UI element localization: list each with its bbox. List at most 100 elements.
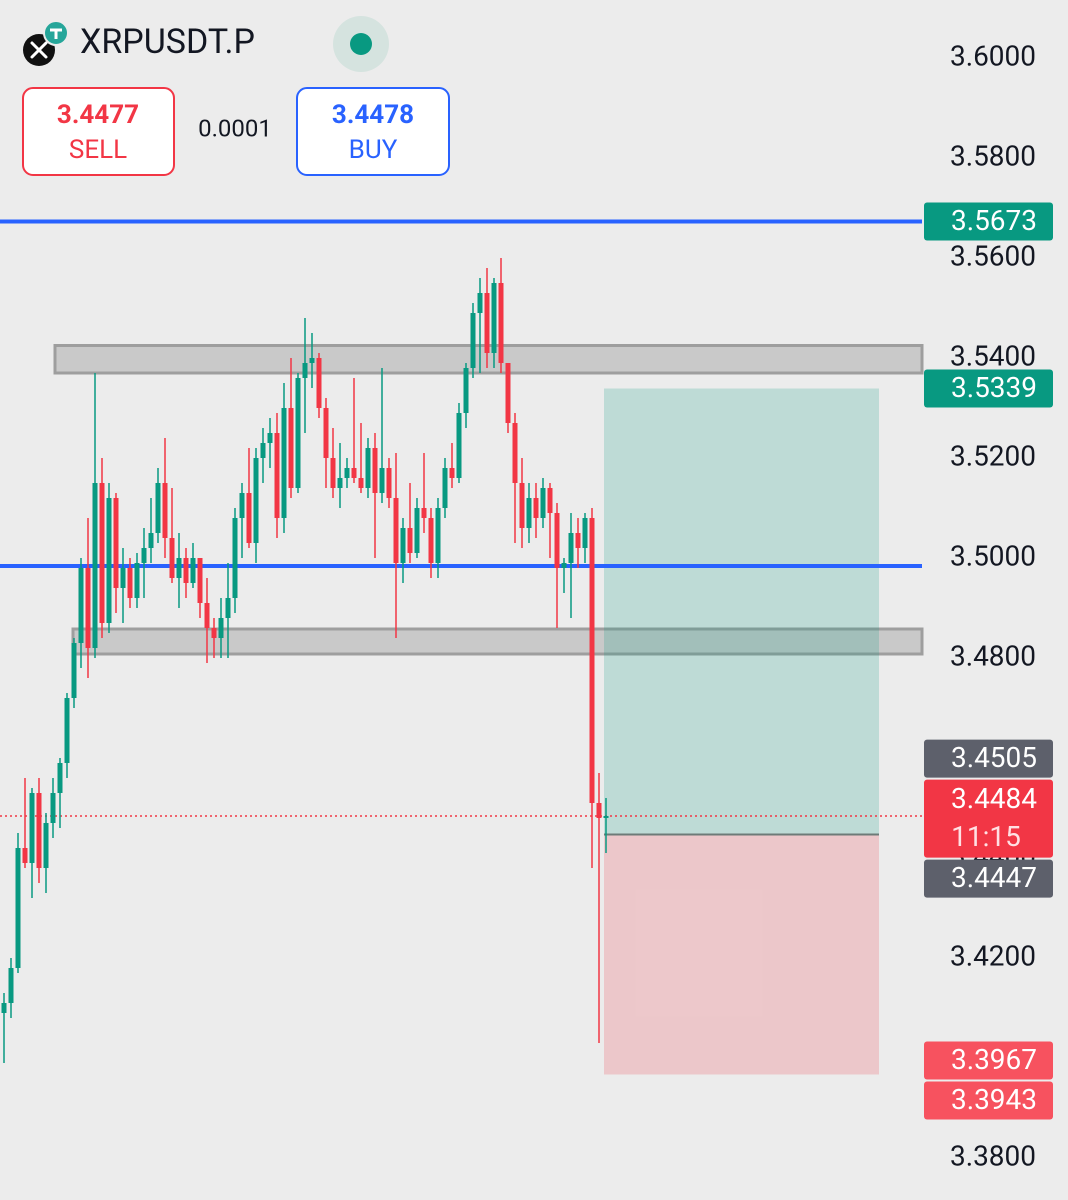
exchange-badge-mark bbox=[50, 28, 62, 39]
profit-zone bbox=[604, 388, 879, 835]
candle-body bbox=[120, 568, 126, 588]
candle-body bbox=[407, 528, 413, 553]
candle-body bbox=[540, 488, 546, 518]
candle-body bbox=[169, 538, 175, 578]
y-tick-label: 3.6000 bbox=[950, 39, 1036, 72]
buy-price: 3.4478 bbox=[332, 100, 414, 130]
candle-body bbox=[484, 293, 490, 353]
candle-body bbox=[309, 358, 315, 363]
candle-body bbox=[64, 698, 70, 763]
candle-body bbox=[316, 358, 322, 408]
candle-body bbox=[141, 548, 147, 563]
candle-body bbox=[274, 433, 280, 518]
candle-body bbox=[386, 468, 392, 498]
candle-body bbox=[176, 558, 182, 578]
spread: 0.0001 bbox=[198, 114, 272, 142]
market-status-dot bbox=[350, 33, 372, 55]
candle-body bbox=[449, 468, 455, 478]
candle-body bbox=[372, 448, 378, 493]
candle-body bbox=[337, 478, 343, 488]
candle-body bbox=[596, 803, 602, 818]
candle-body bbox=[428, 518, 434, 563]
candle-body bbox=[8, 968, 14, 1003]
loss-zone bbox=[604, 834, 879, 1075]
candle-body bbox=[162, 483, 168, 538]
candle-body bbox=[582, 518, 588, 548]
header: XRPUSDT.P 3.4477 SELL 0.0001 3.4478 BUY bbox=[22, 16, 450, 176]
price-label-bg bbox=[924, 369, 1053, 408]
candle-body bbox=[505, 363, 511, 423]
plot-area bbox=[0, 219, 924, 1075]
candle-body bbox=[92, 483, 98, 648]
y-tick-label: 3.5200 bbox=[950, 439, 1036, 472]
candle-body bbox=[330, 458, 336, 488]
candle-body bbox=[239, 493, 245, 518]
candle-body bbox=[211, 628, 217, 638]
candle-body bbox=[351, 468, 357, 478]
candle-body bbox=[288, 408, 294, 488]
candle-body bbox=[442, 468, 448, 508]
price-label: 3.5673 bbox=[951, 204, 1037, 237]
candle-body bbox=[358, 478, 364, 488]
candle-body bbox=[533, 498, 539, 518]
buy-button[interactable] bbox=[296, 87, 450, 176]
candle-body bbox=[547, 488, 553, 513]
candle-body bbox=[561, 563, 567, 568]
candle-body bbox=[414, 508, 420, 553]
candle-body bbox=[106, 498, 112, 623]
candle-body bbox=[456, 413, 462, 478]
price-label: 3.3943 bbox=[951, 1083, 1037, 1116]
candle-body bbox=[36, 793, 42, 868]
candle-body bbox=[295, 378, 301, 488]
candle-body bbox=[190, 558, 196, 583]
countdown: 11:15 bbox=[951, 820, 1021, 853]
sell-price: 3.4477 bbox=[57, 100, 139, 130]
candle-body bbox=[148, 533, 154, 548]
candle-body bbox=[85, 568, 91, 648]
candle-body bbox=[365, 448, 371, 488]
candle-body bbox=[393, 498, 399, 563]
price-label: 3.4447 bbox=[951, 861, 1037, 894]
candle-body bbox=[155, 483, 161, 533]
candle-body bbox=[57, 763, 63, 793]
candle-body bbox=[1, 1003, 7, 1013]
candle-body bbox=[379, 468, 385, 493]
candle-body bbox=[218, 618, 224, 638]
candle-body bbox=[302, 363, 308, 378]
candle-body bbox=[113, 498, 119, 588]
y-tick-label: 3.3800 bbox=[950, 1139, 1036, 1172]
y-tick-label: 3.5600 bbox=[950, 239, 1036, 272]
candle-body bbox=[519, 483, 525, 528]
candle-body bbox=[197, 558, 203, 603]
price-label: 3.5339 bbox=[951, 371, 1037, 404]
price-label-bg bbox=[924, 859, 1053, 898]
candle-body bbox=[421, 508, 427, 518]
y-tick-label: 3.4800 bbox=[950, 639, 1036, 672]
candle-body bbox=[225, 598, 231, 618]
candle-body bbox=[29, 793, 35, 863]
candle-body bbox=[281, 408, 287, 518]
candle-body bbox=[232, 518, 238, 598]
candle-body bbox=[463, 368, 469, 413]
buy-label: BUY bbox=[349, 135, 398, 165]
y-tick-label: 3.5400 bbox=[950, 339, 1036, 372]
candle-body bbox=[204, 603, 210, 628]
price-label-bg bbox=[924, 202, 1053, 241]
price-label-bg bbox=[924, 1041, 1053, 1080]
candle-body bbox=[99, 483, 105, 623]
candle-body bbox=[575, 533, 581, 548]
symbol-name: XRPUSDT.P bbox=[80, 22, 255, 62]
symbol-logo-mark bbox=[30, 41, 48, 59]
y-tick-label: 3.4200 bbox=[950, 939, 1036, 972]
candle-body bbox=[22, 848, 28, 863]
candle-body bbox=[246, 493, 252, 543]
price-axis: 3.6000 3.5800 3.5600 3.5400 3.5200 3.5000 3.48… bbox=[924, 39, 1053, 1172]
candle-body bbox=[400, 528, 406, 563]
candle-body bbox=[50, 793, 56, 823]
sell-button[interactable] bbox=[22, 87, 175, 176]
candle-body bbox=[15, 848, 21, 968]
candle-body bbox=[589, 518, 595, 803]
candle-body bbox=[477, 293, 483, 313]
